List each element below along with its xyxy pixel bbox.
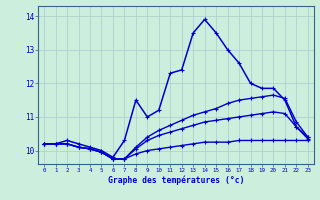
X-axis label: Graphe des températures (°c): Graphe des températures (°c) [108, 176, 244, 185]
